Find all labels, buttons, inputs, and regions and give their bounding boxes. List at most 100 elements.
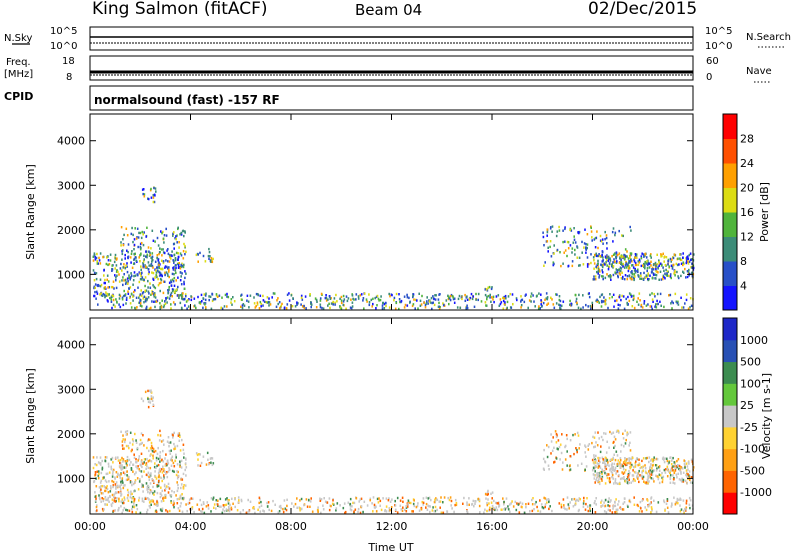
velocity-echo-cell [156, 452, 159, 456]
power-echo-cell [676, 270, 678, 274]
power-echo-cell [153, 292, 156, 295]
velocity-echo-cell [676, 465, 679, 469]
power-echo-cell [179, 233, 181, 236]
power-echo-cell [493, 300, 495, 304]
velocity-echo-cell [218, 505, 221, 508]
velocity-echo-cell [609, 469, 611, 472]
velocity-echo-cell [115, 487, 117, 490]
power-echo-cell [130, 293, 133, 296]
power-echo-cell [325, 296, 328, 300]
velocity-echo-cell [630, 463, 633, 467]
power-echo-cell [534, 305, 536, 308]
velocity-echo-cell [673, 496, 675, 499]
velocity-echo-cell [123, 447, 125, 450]
velocity-echo-cell [601, 468, 603, 471]
power-echo-cell [629, 254, 631, 258]
power-echo-cell [145, 307, 147, 310]
power-echo-cell [142, 262, 144, 265]
velocity-echo-cell [600, 499, 603, 502]
velocity-echo-cell [140, 470, 143, 473]
velocity-echo-cell [623, 477, 625, 480]
velocity-echo-cell [479, 511, 481, 514]
power-echo-cell [655, 274, 658, 277]
power-echo-cell [153, 200, 156, 204]
power-echo-cell [126, 282, 129, 285]
power-echo-cell [631, 305, 634, 308]
power-echo-cell [597, 272, 599, 275]
power-echo-cell [546, 240, 549, 243]
velocity-echo-cell [145, 482, 148, 485]
velocity-echo-cell [495, 501, 497, 505]
power-echo-cell [242, 303, 245, 306]
velocity-echo-cell [625, 479, 628, 482]
velocity-echo-cell [621, 508, 624, 511]
velocity-echo-cell [150, 389, 152, 392]
power-echo-cell [139, 302, 142, 305]
power-echo-cell [602, 275, 604, 278]
power-echo-cell [620, 267, 623, 270]
velocity-echo-cell [672, 481, 674, 484]
power-echo-cell [623, 253, 625, 257]
velocity-echo-cell [637, 504, 639, 508]
velocity-echo-cell [679, 497, 681, 500]
power-echo-cell [144, 276, 147, 279]
power-echo-cell [385, 301, 387, 305]
power-echo-cell [290, 294, 293, 297]
power-echo-cell [599, 239, 602, 242]
velocity-echo-cell [641, 466, 644, 469]
velocity-echo-cell [595, 497, 597, 500]
power-echo-cell [121, 279, 123, 282]
velocity-echo-cell [137, 488, 140, 491]
power-echo-cell [538, 292, 540, 295]
power-echo-cell [181, 230, 184, 233]
velocity-echo-cell [648, 460, 650, 464]
power-echo-cell [635, 254, 637, 257]
power-echo-cell [603, 296, 605, 299]
power-echo-cell [566, 240, 569, 244]
velocity-echo-cell [150, 448, 153, 452]
velocity-echo-cell [104, 503, 107, 506]
velocity-echo-cell [610, 470, 613, 473]
power-echo-cell [158, 274, 161, 277]
velocity-echo-cell [124, 430, 127, 434]
velocity-echo-cell [653, 469, 655, 472]
power-echo-cell [208, 295, 210, 298]
power-echo-cell [630, 252, 633, 255]
velocity-echo-cell [663, 500, 666, 504]
power-echo-cell [129, 256, 132, 259]
power-colorbar-segment [723, 261, 737, 286]
velocity-echo-cell [350, 509, 353, 512]
power-echo-cell [253, 302, 256, 305]
velocity-echo-cell [644, 470, 647, 473]
velocity-echo-cell [379, 504, 381, 507]
power-echo-cell [95, 277, 98, 281]
velocity-echo-cell [641, 470, 644, 473]
power-echo-cell [184, 270, 186, 273]
velocity-echo-cell [615, 472, 617, 475]
velocity-echo-cell [440, 496, 442, 499]
velocity-echo-cell [674, 463, 676, 466]
power-x-ticks [89, 114, 694, 310]
velocity-echo-cell [680, 508, 683, 511]
power-echo-cell [677, 276, 680, 280]
power-echo-cell [606, 273, 608, 276]
velocity-echo-cell [183, 456, 185, 459]
power-echo-cell [230, 301, 232, 304]
power-echo-cell [602, 242, 604, 245]
power-echo-cell [414, 307, 416, 310]
velocity-echo-cell [136, 446, 139, 450]
power-echo-cell [139, 260, 141, 263]
power-echo-cell [112, 280, 115, 283]
power-echo-cell [152, 239, 155, 242]
power-echo-cell [176, 294, 179, 297]
power-echo-cell [138, 256, 140, 259]
power-y-tick-label: 3000 [57, 179, 85, 192]
power-echo-cell [124, 267, 127, 270]
power-echo-cell [638, 258, 641, 261]
power-echo-cell [604, 230, 606, 234]
power-echo-cell [684, 302, 686, 305]
velocity-echo-cell [615, 450, 618, 453]
velocity-echo-cell [604, 504, 607, 508]
power-echo-cell [643, 265, 645, 269]
velocity-echo-cell [454, 503, 456, 507]
